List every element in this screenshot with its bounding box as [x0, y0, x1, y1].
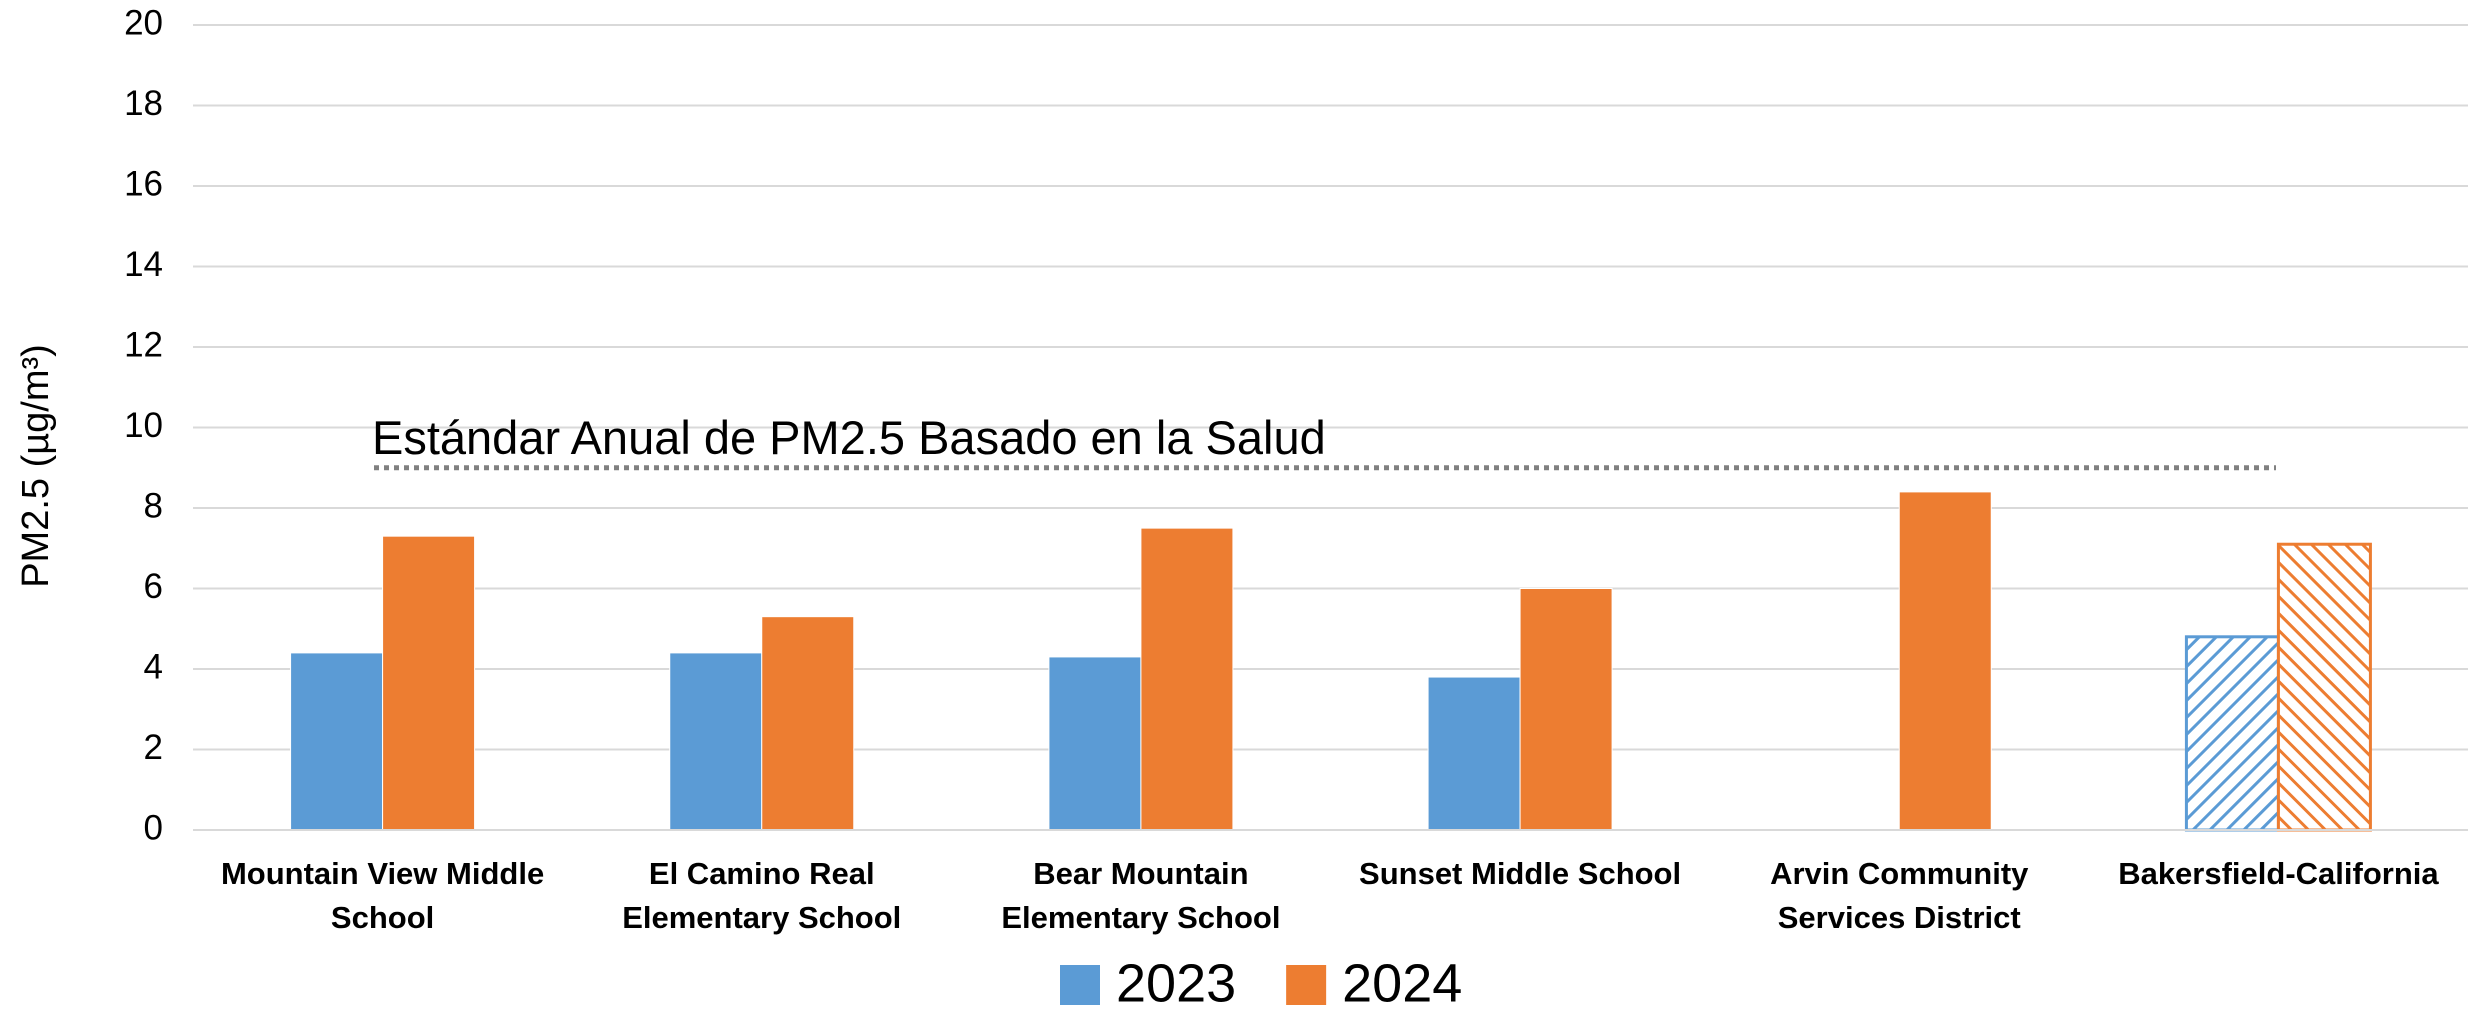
x-tick-label-box: Bakersfield-California	[2118, 856, 2439, 891]
y-tick-label: 6	[144, 567, 163, 606]
legend-swatch	[1060, 965, 1100, 1005]
y-tick-label: 0	[144, 808, 163, 847]
x-tick-label: Bakersfield-California	[2118, 856, 2439, 891]
bar	[1140, 527, 1234, 831]
x-tick-label-box: El Camino Real Elementary School	[622, 856, 902, 935]
x-tick-label: Sunset Middle School	[1359, 856, 1682, 891]
bar	[382, 535, 476, 831]
x-tick-label-box: Bear Mountain Elementary School	[1001, 856, 1281, 935]
reference-label: Estándar Anual de PM2.5 Basado en la Sal…	[372, 411, 1326, 464]
legend-label: 2023	[1116, 953, 1236, 1009]
x-tick-label: Arvin Community Services District	[1770, 856, 2029, 935]
y-tick-label: 20	[124, 3, 163, 42]
x-tick-label: Mountain View Middle School	[220, 856, 545, 935]
x-tick-label-box: Mountain View Middle School	[220, 856, 545, 935]
bar	[290, 652, 384, 831]
bar	[1898, 491, 1992, 831]
bar	[1519, 588, 1613, 831]
bar	[761, 616, 855, 831]
x-tick-label: Bear Mountain Elementary School	[1001, 856, 1281, 935]
y-tick-label: 14	[124, 245, 163, 284]
bar	[2184, 635, 2280, 832]
bar	[1048, 656, 1142, 831]
x-tick-label: El Camino Real Elementary School	[622, 856, 902, 935]
legend-label: 2024	[1342, 953, 1462, 1009]
x-tick-label-box: Arvin Community Services District	[1770, 856, 2029, 935]
bar	[1427, 676, 1521, 831]
legend-swatch	[1286, 965, 1327, 1005]
y-tick-label: 10	[124, 406, 163, 445]
bar	[2276, 542, 2372, 832]
y-axis-label: PM2.5 (µg/m³)	[15, 344, 57, 588]
x-tick-label-box: Sunset Middle School	[1359, 856, 1682, 891]
y-tick-label: 2	[144, 728, 163, 767]
y-tick-label: 16	[124, 164, 163, 203]
y-tick-label: 18	[124, 84, 163, 123]
y-tick-label: 8	[144, 486, 163, 525]
y-tick-label: 12	[124, 325, 163, 364]
y-tick-label: 4	[144, 647, 163, 686]
bar	[669, 652, 763, 831]
